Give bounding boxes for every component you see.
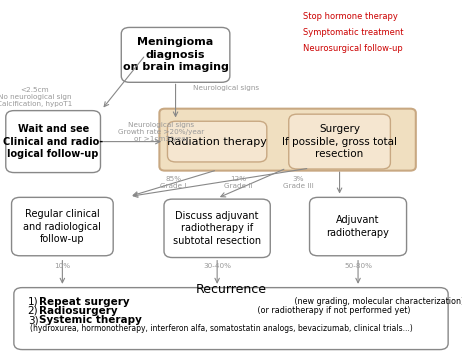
Text: Radiosurgery: Radiosurgery — [39, 306, 118, 316]
Text: Radiation therapy: Radiation therapy — [167, 137, 267, 147]
Text: Recurrence: Recurrence — [195, 283, 267, 296]
Text: Symptomatic treatment: Symptomatic treatment — [303, 28, 403, 37]
Text: 50-80%: 50-80% — [344, 263, 372, 269]
Text: 30-40%: 30-40% — [203, 263, 231, 269]
Text: Neurological signs: Neurological signs — [193, 85, 260, 91]
FancyBboxPatch shape — [159, 109, 416, 171]
Text: (new grading, molecular characterization): (new grading, molecular characterization… — [292, 297, 462, 306]
FancyBboxPatch shape — [6, 110, 101, 173]
Text: 2): 2) — [28, 306, 38, 316]
Text: Regular clinical
and radiological
follow-up: Regular clinical and radiological follow… — [24, 209, 101, 244]
FancyBboxPatch shape — [12, 198, 113, 256]
Text: <2.5cm
No neurological sign
Calcification, hypoT1: <2.5cm No neurological sign Calcificatio… — [0, 87, 72, 107]
FancyBboxPatch shape — [164, 199, 270, 258]
FancyBboxPatch shape — [14, 287, 448, 349]
FancyBboxPatch shape — [121, 28, 230, 82]
Text: 10%: 10% — [55, 263, 70, 269]
Text: Surgery
If possible, gross total
resection: Surgery If possible, gross total resecti… — [282, 124, 397, 159]
Text: 12%
Grade II: 12% Grade II — [224, 176, 252, 189]
Text: 3): 3) — [28, 315, 38, 325]
Text: Systemic therapy: Systemic therapy — [39, 315, 142, 325]
Text: 1): 1) — [28, 297, 38, 307]
Text: Wait and see
Clinical and radio-
logical follow-up: Wait and see Clinical and radio- logical… — [3, 124, 103, 159]
Text: Repeat surgery: Repeat surgery — [39, 297, 130, 307]
Text: (or radiotherapy if not performed yet): (or radiotherapy if not performed yet) — [255, 306, 411, 315]
Text: Meningioma
diagnosis
on brain imaging: Meningioma diagnosis on brain imaging — [122, 38, 229, 72]
Text: Stop hormone therapy: Stop hormone therapy — [303, 12, 397, 21]
Text: 3%
Grade III: 3% Grade III — [283, 176, 313, 189]
Text: 85%
Grade I: 85% Grade I — [160, 176, 187, 189]
FancyBboxPatch shape — [167, 121, 267, 162]
Text: (hydroxurea, hormonotherapy, interferon alfa, somatostatin analogs, bevacizumab,: (hydroxurea, hormonotherapy, interferon … — [30, 324, 413, 333]
Text: Adjuvant
radiotherapy: Adjuvant radiotherapy — [327, 215, 389, 238]
Text: Neurological signs
Growth rate >20%/year
or >1cm3/year: Neurological signs Growth rate >20%/year… — [118, 122, 204, 142]
FancyBboxPatch shape — [310, 198, 407, 256]
Text: Discuss adjuvant
radiotherapy if
subtotal resection: Discuss adjuvant radiotherapy if subtota… — [173, 211, 261, 246]
FancyBboxPatch shape — [289, 114, 390, 169]
Text: Neurosurgical follow-up: Neurosurgical follow-up — [303, 44, 402, 53]
